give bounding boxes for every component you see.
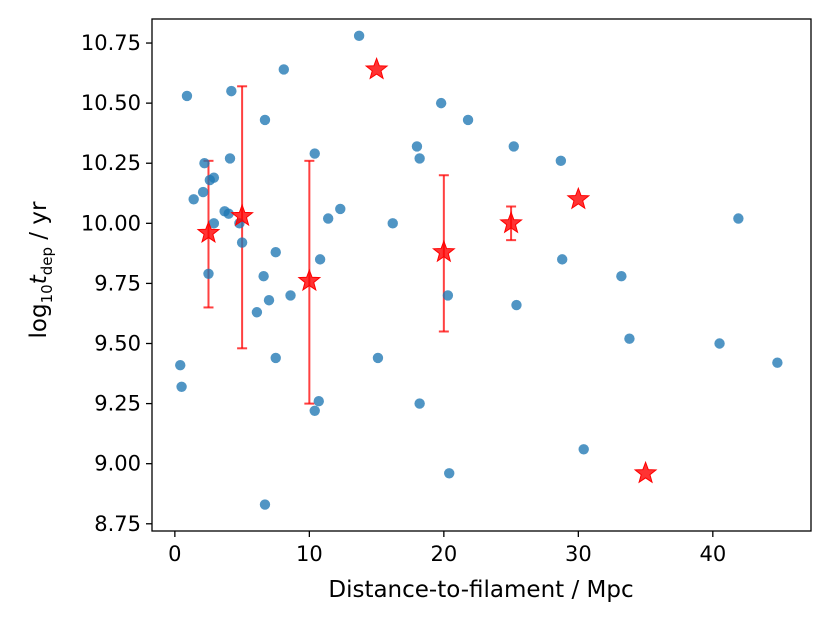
data-point	[270, 246, 281, 258]
x-tick-label: 30	[565, 542, 592, 566]
data-point	[411, 141, 423, 152]
data-point	[714, 338, 725, 349]
y-tick-label: 9.75	[94, 271, 141, 295]
data-point	[414, 398, 425, 409]
data-point	[270, 352, 281, 364]
data-point	[624, 333, 635, 344]
star-point	[196, 220, 221, 243]
data-point	[188, 194, 199, 205]
star-point	[499, 210, 523, 234]
data-point	[208, 172, 220, 183]
data-point	[733, 213, 744, 224]
data-point	[511, 299, 522, 311]
data-point	[208, 218, 220, 229]
plot-area	[151, 18, 812, 532]
x-tick-label: 20	[430, 542, 457, 566]
data-point	[555, 155, 567, 167]
data-point	[616, 271, 627, 282]
circle-points	[175, 30, 783, 510]
data-point	[435, 97, 447, 109]
y-tick-label: 10.50	[81, 91, 141, 115]
data-point	[285, 290, 296, 301]
data-point	[444, 468, 455, 479]
x-tick-label: 0	[168, 542, 181, 566]
x-tick-label: 10	[296, 542, 323, 566]
data-point	[258, 271, 269, 282]
data-point	[508, 141, 519, 152]
data-point	[335, 203, 346, 215]
data-point	[414, 153, 425, 164]
star-point	[297, 268, 322, 292]
data-point	[442, 290, 454, 301]
data-point	[278, 64, 289, 75]
data-point	[322, 213, 334, 224]
data-point	[226, 85, 237, 97]
data-point	[462, 114, 474, 126]
data-point	[236, 237, 248, 248]
data-point	[313, 395, 324, 407]
y-axis: 8.75 9.00 9.25 9.50 9.75 10.00 10.25 10.50 10.75	[81, 31, 152, 536]
data-point	[259, 499, 271, 510]
star-point	[432, 239, 456, 263]
data-point	[176, 381, 187, 392]
data-point	[387, 218, 398, 229]
data-point	[197, 186, 209, 198]
data-point	[353, 30, 365, 42]
data-point	[181, 90, 193, 102]
data-point	[175, 359, 186, 371]
data-point	[772, 357, 783, 368]
y-tick-label: 8.75	[94, 512, 141, 536]
y-tick-label: 10.75	[81, 31, 141, 55]
data-point	[309, 405, 320, 417]
star-points	[196, 57, 658, 484]
x-tick-label: 40	[699, 542, 726, 566]
x-axis-title: Distance-to-filament / Mpc	[328, 577, 633, 603]
y-tick-label: 10.00	[81, 211, 141, 235]
error-bars	[203, 85, 517, 405]
data-point	[578, 444, 589, 455]
x-axis: 0 10 20 30 40	[168, 531, 726, 566]
star-point	[230, 203, 254, 227]
data-point	[251, 307, 263, 318]
data-point	[314, 254, 326, 265]
data-point	[556, 254, 568, 265]
data-point	[372, 352, 384, 364]
data-point	[309, 148, 320, 159]
y-tick-label: 9.00	[94, 452, 141, 476]
y-tick-label: 9.25	[94, 392, 141, 416]
star-point	[364, 57, 389, 80]
data-point	[203, 268, 214, 279]
data-point	[224, 153, 236, 164]
data-point	[199, 158, 210, 169]
data-point	[223, 208, 234, 219]
y-tick-label: 9.50	[94, 332, 141, 356]
data-point	[263, 295, 275, 306]
y-tick-label: 10.25	[81, 151, 141, 175]
star-point	[566, 186, 591, 210]
y-axis-title: log10tdep / yr	[26, 201, 56, 338]
star-point	[633, 460, 658, 484]
data-point	[259, 114, 271, 126]
